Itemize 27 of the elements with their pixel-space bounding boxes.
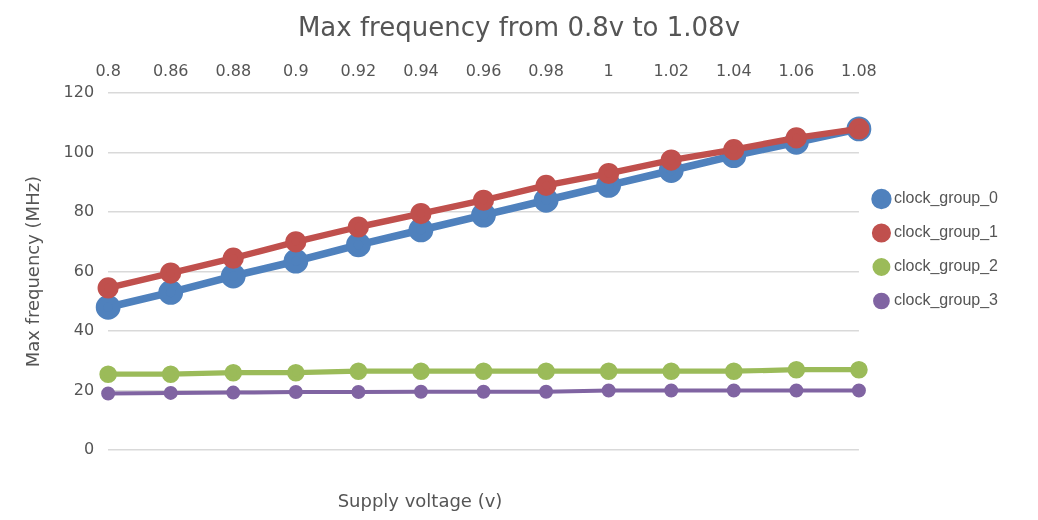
x-tick-label: 1.02 [653, 60, 690, 80]
y-axis-title: Max frequency (MHz) [22, 175, 44, 368]
x-tick-label: 1.08 [841, 60, 877, 80]
y-tick-label: 0 [83, 439, 95, 459]
y-tick-label: 20 [73, 379, 95, 399]
x-tick-label: 0.92 [340, 60, 377, 80]
chart-title: Max frequency from 0.8v to 1.08v [296, 12, 742, 42]
x-tick-label: 0.86 [152, 60, 189, 80]
y-tick-label: 100 [63, 141, 95, 161]
legend-label: clock_group_3 [893, 291, 999, 310]
x-tick-label: 0.8 [95, 60, 121, 80]
x-tick-label: 1.06 [778, 60, 815, 80]
legend-label: clock_group_2 [893, 257, 999, 276]
legend-label: clock_group_1 [893, 223, 999, 242]
y-tick-label: 40 [73, 320, 95, 340]
x-tick-label: 0.96 [465, 60, 502, 80]
legend-label: clock_group_0 [893, 189, 999, 208]
y-tick-label: 80 [73, 201, 95, 221]
x-tick-label: 0.88 [215, 60, 252, 80]
x-tick-label: 0.9 [283, 60, 309, 80]
x-tick-label: 0.94 [403, 60, 439, 80]
x-tick-label: 1.04 [715, 60, 752, 80]
x-tick-label: 1 [603, 60, 614, 80]
x-tick-label: 0.98 [528, 60, 564, 80]
y-tick-label: 120 [63, 82, 95, 102]
x-axis-title: Supply voltage (v) [336, 490, 504, 511]
y-tick-label: 60 [73, 260, 95, 280]
